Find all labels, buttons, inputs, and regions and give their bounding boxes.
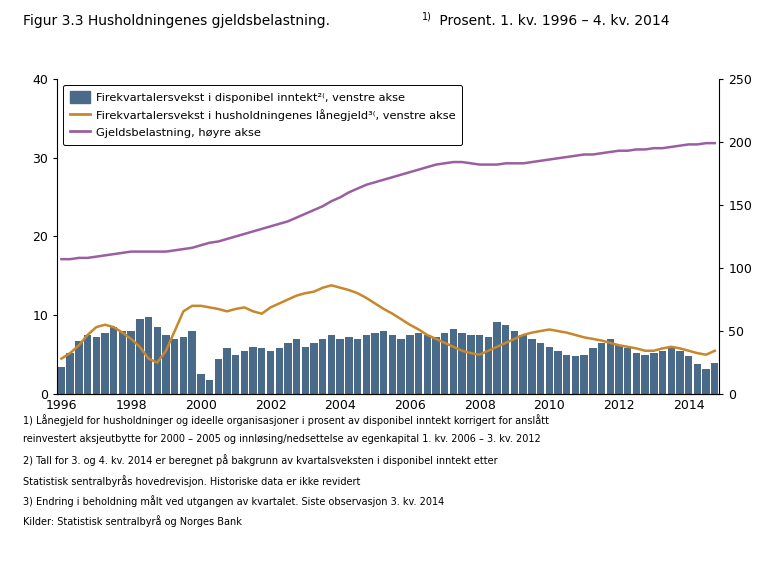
Bar <box>180 337 187 394</box>
Bar <box>677 351 683 394</box>
Bar <box>119 331 126 394</box>
Text: Figur 3.3 Husholdningenes gjeldsbelastning.: Figur 3.3 Husholdningenes gjeldsbelastni… <box>23 14 330 28</box>
Text: Kilder: Statistisk sentralbyrå og Norges Bank: Kilder: Statistisk sentralbyrå og Norges… <box>23 515 242 527</box>
Text: reinvestert aksjeutbytte for 2000 – 2005 og innløsing/nedsettelse av egenkapital: reinvestert aksjeutbytte for 2000 – 2005… <box>23 434 540 444</box>
Bar <box>528 339 536 394</box>
Bar <box>642 355 649 394</box>
Bar <box>520 335 527 394</box>
Bar <box>171 339 178 394</box>
Bar <box>232 355 240 394</box>
Bar <box>93 337 100 394</box>
Legend: Firekvartalersvekst i disponibel inntekt²⁽, venstre akse, Firekvartalersvekst i : Firekvartalersvekst i disponibel inntekt… <box>62 84 462 145</box>
Bar <box>441 333 448 394</box>
Bar <box>537 343 544 394</box>
Bar <box>58 367 65 394</box>
Bar <box>162 335 170 394</box>
Bar <box>189 331 196 394</box>
Bar <box>650 353 658 394</box>
Bar <box>624 348 632 394</box>
Bar <box>598 343 605 394</box>
Bar <box>215 359 222 394</box>
Bar <box>458 333 466 394</box>
Bar <box>615 345 622 394</box>
Bar <box>328 335 335 394</box>
Bar <box>415 333 422 394</box>
Bar <box>363 335 370 394</box>
Bar <box>275 348 283 394</box>
Bar <box>581 355 587 394</box>
Bar <box>406 335 413 394</box>
Bar <box>563 355 571 394</box>
Text: Prosent. 1. kv. 1996 – 4. kv. 2014: Prosent. 1. kv. 1996 – 4. kv. 2014 <box>435 14 670 28</box>
Bar <box>450 329 457 394</box>
Bar <box>284 343 291 394</box>
Bar <box>110 327 117 394</box>
Bar <box>154 327 161 394</box>
Bar <box>66 353 74 394</box>
Bar <box>397 339 405 394</box>
Bar <box>75 341 82 394</box>
Bar <box>554 351 562 394</box>
Bar <box>389 335 396 394</box>
Bar <box>467 335 475 394</box>
Text: Statistisk sentralbyrås hovedrevisjon. Historiske data er ikke revidert: Statistisk sentralbyrås hovedrevisjon. H… <box>23 475 360 486</box>
Bar <box>432 337 440 394</box>
Bar <box>694 364 701 394</box>
Bar <box>145 317 152 394</box>
Bar <box>293 339 301 394</box>
Bar <box>84 335 91 394</box>
Bar <box>380 331 387 394</box>
Bar <box>127 331 135 394</box>
Bar <box>101 333 109 394</box>
Bar <box>136 319 144 394</box>
Bar <box>258 348 266 394</box>
Bar <box>345 337 352 394</box>
Bar <box>371 333 379 394</box>
Bar <box>197 374 205 394</box>
Bar <box>685 356 693 394</box>
Bar <box>240 351 248 394</box>
Text: 1) Lånegjeld for husholdninger og ideelle organisasjoner i prosent av disponibel: 1) Lånegjeld for husholdninger og ideell… <box>23 414 549 426</box>
Bar <box>702 369 710 394</box>
Text: 3) Endring i beholdning målt ved utgangen av kvartalet. Siste observasjon 3. kv.: 3) Endring i beholdning målt ved utgange… <box>23 495 444 507</box>
Bar <box>667 348 675 394</box>
Bar <box>659 351 666 394</box>
Bar <box>589 348 597 394</box>
Bar <box>223 348 231 394</box>
Bar <box>354 339 361 394</box>
Bar <box>476 335 483 394</box>
Bar <box>632 353 640 394</box>
Text: 1): 1) <box>422 11 432 21</box>
Bar <box>301 347 309 394</box>
Bar <box>711 363 718 394</box>
Bar <box>267 351 274 394</box>
Bar <box>607 339 614 394</box>
Bar <box>546 347 553 394</box>
Bar <box>250 347 256 394</box>
Bar <box>485 337 492 394</box>
Bar <box>424 335 431 394</box>
Bar <box>502 325 509 394</box>
Bar <box>336 339 344 394</box>
Bar <box>511 331 518 394</box>
Bar <box>319 339 326 394</box>
Bar <box>572 356 579 394</box>
Bar <box>205 380 213 394</box>
Bar <box>310 343 318 394</box>
Bar <box>493 321 501 394</box>
Text: 2) Tall for 3. og 4. kv. 2014 er beregnet på bakgrunn av kvartalsveksten i dispo: 2) Tall for 3. og 4. kv. 2014 er beregne… <box>23 454 498 466</box>
